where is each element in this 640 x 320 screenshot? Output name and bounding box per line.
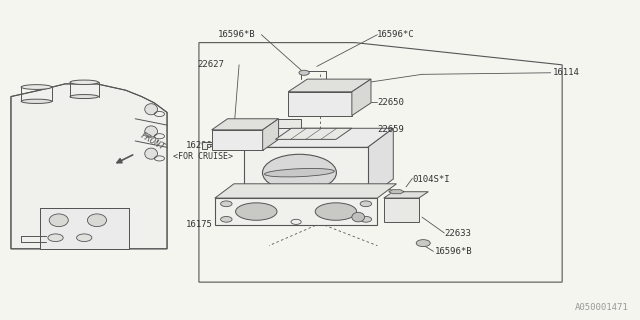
Ellipse shape — [21, 99, 52, 103]
Text: 16175: 16175 — [186, 220, 213, 228]
Circle shape — [221, 216, 232, 222]
Text: 22627: 22627 — [198, 60, 225, 69]
Bar — [215, 198, 378, 225]
Circle shape — [416, 240, 430, 247]
Circle shape — [394, 207, 408, 215]
Circle shape — [387, 204, 415, 218]
Ellipse shape — [236, 203, 277, 220]
Polygon shape — [368, 128, 394, 198]
Text: 16596*B: 16596*B — [218, 30, 255, 39]
Polygon shape — [40, 208, 129, 249]
Polygon shape — [288, 79, 371, 92]
Polygon shape — [384, 198, 419, 222]
Circle shape — [77, 234, 92, 242]
Ellipse shape — [145, 126, 157, 137]
Circle shape — [48, 234, 63, 242]
Ellipse shape — [145, 104, 157, 115]
Ellipse shape — [316, 203, 356, 220]
Polygon shape — [202, 142, 212, 149]
Polygon shape — [215, 184, 396, 198]
Ellipse shape — [145, 148, 157, 159]
Polygon shape — [262, 119, 278, 150]
Text: 0104S*I: 0104S*I — [412, 174, 450, 184]
Circle shape — [225, 119, 237, 126]
Polygon shape — [389, 190, 404, 194]
Polygon shape — [352, 79, 371, 116]
Text: <FOR CRUISE>: <FOR CRUISE> — [173, 152, 234, 161]
Circle shape — [360, 201, 372, 207]
Text: 16114: 16114 — [552, 68, 579, 77]
Text: 22650: 22650 — [378, 99, 404, 108]
Polygon shape — [275, 128, 352, 140]
Ellipse shape — [88, 214, 106, 227]
Ellipse shape — [70, 94, 99, 99]
Polygon shape — [11, 84, 167, 249]
Ellipse shape — [49, 214, 68, 227]
Circle shape — [262, 154, 337, 191]
Text: 22633: 22633 — [444, 229, 471, 238]
Polygon shape — [384, 192, 428, 198]
Text: 22659: 22659 — [378, 125, 404, 134]
Ellipse shape — [352, 212, 365, 222]
Text: FRONT: FRONT — [138, 131, 166, 152]
Bar — [212, 130, 262, 150]
Ellipse shape — [264, 168, 334, 177]
Text: A050001471: A050001471 — [575, 303, 629, 312]
Circle shape — [299, 70, 309, 75]
Bar — [244, 147, 368, 198]
Polygon shape — [212, 119, 278, 130]
Polygon shape — [244, 128, 394, 147]
Text: 16290: 16290 — [186, 141, 213, 150]
Circle shape — [221, 201, 232, 207]
Ellipse shape — [21, 85, 52, 89]
Text: 16596*C: 16596*C — [378, 30, 415, 39]
Polygon shape — [269, 119, 301, 128]
Ellipse shape — [70, 80, 99, 84]
Text: 16596*B: 16596*B — [435, 247, 472, 257]
Circle shape — [360, 216, 372, 222]
Bar — [288, 92, 352, 116]
